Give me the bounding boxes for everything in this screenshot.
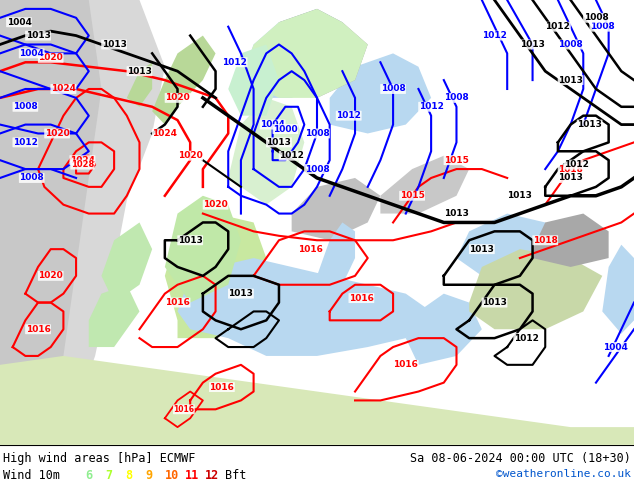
Polygon shape [101, 222, 152, 302]
Text: 1020: 1020 [178, 151, 203, 160]
Text: 7: 7 [105, 469, 112, 482]
Text: 1004: 1004 [260, 120, 285, 129]
Text: 1016: 1016 [298, 245, 323, 254]
Polygon shape [0, 0, 165, 445]
Polygon shape [127, 62, 152, 107]
Text: 1016: 1016 [173, 405, 195, 414]
Text: 1013: 1013 [266, 138, 292, 147]
Text: 1012: 1012 [482, 31, 507, 40]
Polygon shape [0, 356, 634, 445]
Text: 1012: 1012 [418, 102, 444, 111]
Text: 1028: 1028 [71, 160, 94, 169]
Text: 1020: 1020 [44, 129, 70, 138]
Polygon shape [178, 258, 431, 356]
Polygon shape [469, 249, 602, 329]
Text: 1008: 1008 [590, 22, 615, 31]
Text: 1004: 1004 [19, 49, 44, 58]
Text: 1013: 1013 [469, 245, 495, 254]
Text: 1012: 1012 [336, 111, 361, 120]
Polygon shape [292, 178, 380, 240]
Text: ©weatheronline.co.uk: ©weatheronline.co.uk [496, 469, 631, 479]
Text: 1012: 1012 [13, 138, 38, 147]
Text: 1018: 1018 [533, 236, 558, 245]
Text: 1008: 1008 [444, 94, 469, 102]
Text: 8: 8 [125, 469, 132, 482]
Polygon shape [241, 9, 355, 98]
Polygon shape [266, 9, 368, 98]
Text: 1012: 1012 [564, 160, 590, 169]
Text: 1008: 1008 [380, 84, 406, 94]
Text: Wind 10m: Wind 10m [3, 469, 60, 482]
Text: 1000: 1000 [273, 124, 297, 134]
Text: 1020: 1020 [38, 53, 63, 62]
Text: 1008: 1008 [304, 129, 330, 138]
Text: 10: 10 [165, 469, 179, 482]
Polygon shape [456, 214, 571, 276]
Text: High wind areas [hPa] ECMWF: High wind areas [hPa] ECMWF [3, 452, 195, 465]
Text: 1013: 1013 [577, 120, 602, 129]
Text: 1008: 1008 [304, 165, 330, 173]
Text: 1016: 1016 [393, 360, 418, 369]
Text: 1004: 1004 [6, 18, 32, 27]
Text: 1008: 1008 [583, 13, 609, 23]
Text: 1024: 1024 [70, 156, 95, 165]
Text: Sa 08-06-2024 00:00 UTC (18+30): Sa 08-06-2024 00:00 UTC (18+30) [410, 452, 631, 465]
Text: 1020: 1020 [203, 200, 228, 209]
Text: 1013: 1013 [178, 236, 203, 245]
Polygon shape [317, 222, 355, 285]
Text: 1016: 1016 [25, 325, 51, 334]
Text: 1020: 1020 [165, 94, 190, 102]
Polygon shape [533, 214, 609, 267]
Text: 12: 12 [205, 469, 219, 482]
Text: 1020: 1020 [38, 271, 63, 280]
Text: 9: 9 [145, 469, 152, 482]
Polygon shape [406, 294, 482, 365]
Text: 6: 6 [85, 469, 92, 482]
Polygon shape [241, 9, 368, 98]
Polygon shape [165, 214, 266, 338]
Polygon shape [380, 156, 469, 214]
Polygon shape [228, 45, 279, 116]
Text: 1015: 1015 [399, 191, 425, 200]
Polygon shape [89, 285, 139, 347]
Polygon shape [228, 98, 304, 205]
Text: Bft: Bft [225, 469, 247, 482]
Text: 1013: 1013 [444, 209, 469, 218]
Text: 1018: 1018 [558, 165, 583, 173]
Text: 1016: 1016 [165, 298, 190, 307]
Polygon shape [602, 245, 634, 334]
Text: 1012: 1012 [279, 151, 304, 160]
Text: 1012: 1012 [545, 22, 571, 31]
Text: 1015: 1015 [444, 156, 469, 165]
Text: 1024: 1024 [152, 129, 178, 138]
Polygon shape [165, 196, 241, 302]
Text: 1008: 1008 [19, 173, 44, 182]
Text: 1013: 1013 [520, 40, 545, 49]
Text: 1008: 1008 [13, 102, 38, 111]
Polygon shape [0, 0, 101, 445]
Text: 1024: 1024 [51, 84, 76, 94]
Text: 1013: 1013 [482, 298, 507, 307]
Text: 1013: 1013 [507, 191, 533, 200]
Text: 1008: 1008 [558, 40, 583, 49]
Polygon shape [152, 36, 216, 124]
Text: 1016: 1016 [209, 383, 235, 392]
Text: 1013: 1013 [127, 67, 152, 75]
Text: 1013: 1013 [101, 40, 127, 49]
Text: 1012: 1012 [514, 334, 539, 343]
Text: 1013: 1013 [558, 173, 583, 182]
Text: 1016: 1016 [349, 294, 374, 303]
Text: 1013: 1013 [558, 75, 583, 85]
Text: 1013: 1013 [228, 289, 254, 298]
Polygon shape [330, 53, 431, 133]
Text: 1013: 1013 [25, 31, 51, 40]
Text: 1004: 1004 [602, 343, 628, 351]
Text: 11: 11 [185, 469, 199, 482]
Text: 1012: 1012 [222, 58, 247, 67]
